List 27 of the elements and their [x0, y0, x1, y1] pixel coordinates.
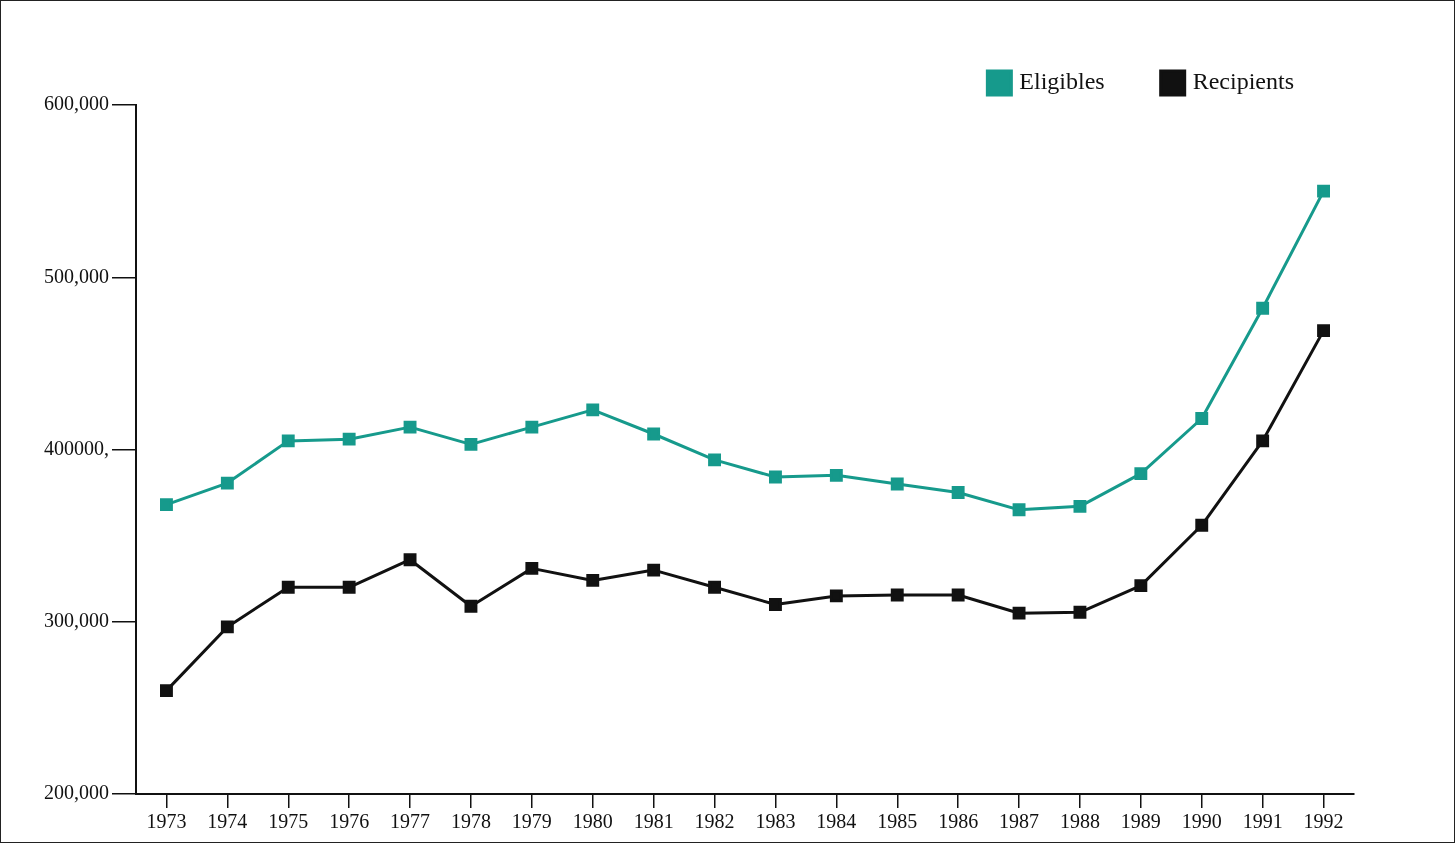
x-tick-label: 1974 — [207, 810, 248, 833]
x-tick-label: 1975 — [268, 810, 309, 833]
y-tick-label: 500,000 — [44, 264, 109, 287]
x-tick-label: 1984 — [816, 810, 857, 833]
x-tick-label: 1981 — [633, 810, 674, 833]
y-tick-label: 200,000 — [44, 781, 109, 804]
x-tick-label: 1983 — [755, 810, 796, 833]
x-tick-label: 1986 — [938, 810, 979, 833]
x-tick-label: 1978 — [450, 810, 491, 833]
x-tick-label: 1992 — [1303, 810, 1344, 833]
x-tick-label: 1990 — [1181, 810, 1222, 833]
x-tick-label: 1979 — [511, 810, 552, 833]
x-tick-label: 1985 — [877, 810, 918, 833]
y-tick-label: 600,000 — [44, 92, 109, 115]
x-tick-label: 1977 — [390, 810, 431, 833]
x-tick-label: 1991 — [1242, 810, 1283, 833]
x-tick-label: 1982 — [694, 810, 735, 833]
x-tick-label: 1988 — [1059, 810, 1100, 833]
x-tick-label: 1973 — [146, 810, 187, 833]
x-tick-label: 1980 — [572, 810, 613, 833]
x-tick-label: 1976 — [329, 810, 370, 833]
legend-label: Eligibles — [1019, 68, 1105, 95]
y-tick-label: 300,000 — [44, 609, 109, 631]
legend-label: Recipients — [1192, 68, 1294, 95]
y-tick-label: 400000, — [44, 436, 109, 459]
x-tick-label: 1989 — [1120, 810, 1161, 833]
x-tick-label: 1987 — [999, 810, 1040, 833]
